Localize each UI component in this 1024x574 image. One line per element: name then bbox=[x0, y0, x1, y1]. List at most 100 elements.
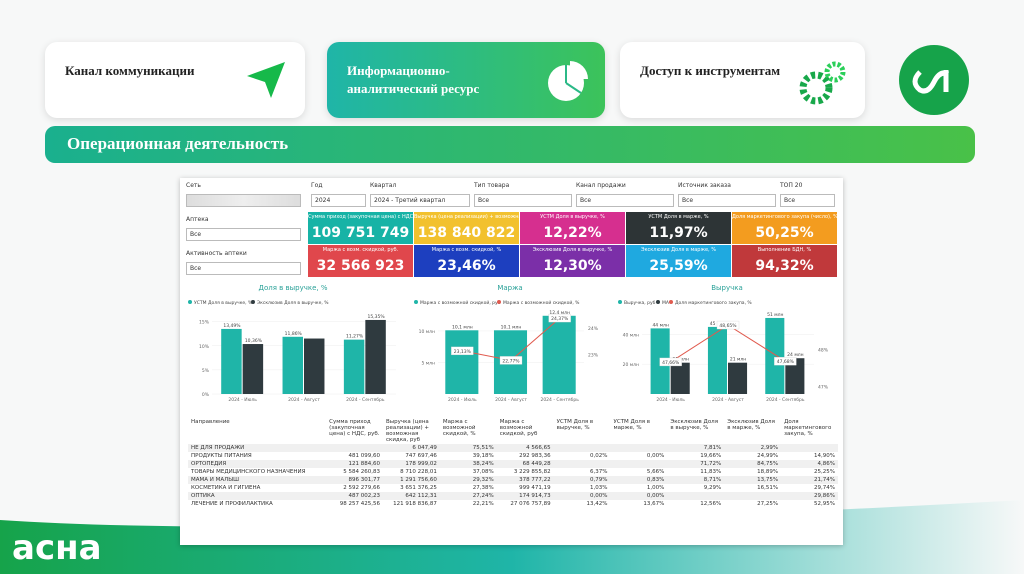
logo-text: асна bbox=[12, 528, 102, 568]
table-cell: 27,25% bbox=[757, 501, 779, 507]
kpi-label: Доля маркетингового закупа (число), % bbox=[732, 214, 837, 220]
kpi-value: 23,46% bbox=[437, 258, 496, 274]
slicer-dropdown[interactable]: Все bbox=[186, 228, 301, 241]
data-label: 24 млн bbox=[787, 352, 803, 358]
kpi-label: Эксклюзив Доля в марже, % bbox=[641, 247, 716, 253]
bar bbox=[542, 315, 576, 394]
table-cell: 7,81% bbox=[667, 444, 725, 452]
table-cell: 68 449,28 bbox=[496, 460, 554, 468]
gears-icon bbox=[799, 61, 846, 105]
slicer-dropdown[interactable]: Все bbox=[186, 262, 301, 275]
table-cell: НЕ ДЛЯ ПРОДАЖИ bbox=[188, 444, 327, 452]
slicer: Аптека Все bbox=[186, 216, 301, 241]
table-cell: 16,51% bbox=[757, 485, 779, 491]
y2-tick-label: 23% bbox=[588, 352, 599, 358]
kpi-label: Маржа с возм. скидкой, руб. bbox=[322, 247, 399, 253]
slicer-value: Все bbox=[190, 231, 202, 238]
filter-label: Канал продажи bbox=[576, 182, 626, 189]
chart-title: Выручка bbox=[711, 284, 743, 292]
column-header: Выручка (цена реализации) + возможная ск… bbox=[386, 419, 430, 443]
legend-label: Доля маркетингового закупа, % bbox=[675, 300, 752, 306]
slicer: Активность аптеки Все bbox=[186, 250, 301, 275]
kpi-value: 12,22% bbox=[543, 225, 602, 241]
table-cell: КОСМЕТИКА И ГИГИЕНА bbox=[191, 485, 261, 491]
kpi-label: Выручка (цена реализации) + возможная ск… bbox=[414, 214, 519, 220]
slicer-value: Все bbox=[190, 265, 202, 272]
data-label-bg bbox=[499, 356, 523, 365]
table-cell: ТОВАРЫ МЕДИЦИНСКОГО НАЗНАЧЕНИЯ bbox=[191, 469, 306, 475]
filter-dropdown[interactable]: 2024 - Третий квартал bbox=[370, 194, 470, 207]
filter-dropdown[interactable] bbox=[186, 194, 301, 207]
table-cell: 4 566,65 bbox=[496, 444, 554, 452]
table-cell: 747 697,46 bbox=[405, 453, 437, 459]
bar bbox=[785, 358, 805, 394]
column-header: Маржа с возможной скидкой, руб bbox=[499, 419, 538, 437]
table-cell: 481 099,60 bbox=[348, 453, 381, 459]
data-label-bg bbox=[548, 313, 571, 323]
y-tick-label: 40 млн bbox=[623, 332, 639, 338]
kpi-tile: Маржа с возм. скидкой, руб. 32 566 923 bbox=[308, 245, 413, 277]
column-header: Сумма приход (закупочная цена) с НДС, ру… bbox=[329, 419, 380, 437]
table-cell: 1,00% bbox=[646, 485, 665, 491]
table-row: НЕ ДЛЯ ПРОДАЖИ 6 047,49 75,51% 4 566,65 7,81… bbox=[188, 444, 838, 452]
table-cell: 71,72% bbox=[667, 460, 725, 468]
filter-value: 2024 - Третий квартал bbox=[374, 197, 446, 204]
table-cell: 13,67% bbox=[643, 501, 665, 507]
data-label: 24,37% bbox=[551, 316, 569, 322]
table-cell: 11,83% bbox=[700, 469, 722, 475]
kpi-value: 25,59% bbox=[649, 258, 708, 274]
brand-badge bbox=[899, 45, 969, 115]
table-cell: 0,00% bbox=[646, 453, 665, 459]
column-header: Эксклюзив Доля в марже, % bbox=[727, 419, 775, 431]
table-row: ЛЕЧЕНИЕ И ПРОФИЛАКТИКА 98 257 425,56 121 9… bbox=[188, 500, 838, 508]
table-cell bbox=[667, 492, 725, 500]
legend-label: МА bbox=[662, 300, 670, 306]
data-label: 48,65% bbox=[719, 323, 737, 329]
kpi-tile: Сумма приход (закупочная цена) с НДС, ру… bbox=[308, 212, 413, 244]
filter-value: 2024 bbox=[315, 197, 331, 204]
y2-tick-label: 24% bbox=[588, 326, 599, 332]
nav-card[interactable]: Канал коммуникации bbox=[45, 42, 305, 118]
table-cell: 27,24% bbox=[439, 492, 497, 500]
filter-dropdown[interactable]: Все bbox=[678, 194, 776, 207]
table-cell: ПРОДУКТЫ ПИТАНИЯ bbox=[191, 453, 252, 459]
table-row: КОСМЕТИКА И ГИГИЕНА 2 592 279,66 3 651 376… bbox=[188, 484, 838, 492]
filter-label: ТОП 20 bbox=[780, 182, 803, 189]
nav-card[interactable]: Доступ к инструментам bbox=[620, 42, 865, 118]
legend-label: УСТМ Доля в выручке, % bbox=[194, 300, 253, 306]
column-header: УСТМ Доля в выручке, % bbox=[556, 419, 594, 431]
kpi-label: Сумма приход (закупочная цена) с НДС, ру… bbox=[308, 214, 413, 220]
filter: Квартал 2024 - Третий квартал bbox=[370, 182, 470, 207]
filter-dropdown[interactable]: Все bbox=[474, 194, 572, 207]
chart: Доля в выручке, % УСТМ Доля в выручке, % Э… bbox=[188, 284, 396, 403]
y-tick-label: 15% bbox=[199, 320, 210, 326]
card-label: Доступ к инструментам bbox=[640, 63, 781, 78]
table-cell: 4,86% bbox=[781, 460, 838, 468]
bar bbox=[365, 319, 386, 394]
pie-icon bbox=[548, 61, 588, 101]
table-cell: 0,79% bbox=[553, 476, 611, 484]
table-cell: 38,24% bbox=[439, 460, 497, 468]
filter-dropdown[interactable]: 2024 bbox=[311, 194, 366, 207]
x-tick-label: 2024 - Август bbox=[288, 397, 320, 403]
chart-title: Маржа bbox=[497, 284, 522, 292]
table-cell: 84,75% bbox=[724, 460, 782, 468]
legend-label: Эксклюзив Доля в выручке, % bbox=[257, 300, 329, 306]
data-label: 11,27% bbox=[346, 334, 364, 340]
filter-dropdown[interactable]: Все bbox=[780, 194, 835, 207]
kpi-tile: Выручка (цена реализации) + возможная ск… bbox=[414, 212, 519, 244]
y-tick-label: 10 млн bbox=[419, 329, 435, 335]
table-cell bbox=[326, 444, 383, 452]
x-tick-label: 2024 - Сентябрь bbox=[346, 397, 385, 403]
legend-marker bbox=[618, 300, 622, 304]
filter-dropdown[interactable]: Все bbox=[576, 194, 674, 207]
kpi-value: 11,97% bbox=[649, 225, 708, 241]
nav-card-active[interactable]: Информационно-аналитический ресурс bbox=[327, 42, 605, 118]
legend-label: Маржа с возможной скидкой, руб bbox=[420, 299, 501, 306]
x-tick-label: 2024 - Август bbox=[495, 397, 527, 403]
table-cell: 378 777,22 bbox=[496, 476, 554, 484]
x-tick-label: 2024 - Август bbox=[712, 397, 744, 403]
table-cell: 39,18% bbox=[472, 453, 494, 459]
data-label: 22,77% bbox=[502, 358, 520, 364]
